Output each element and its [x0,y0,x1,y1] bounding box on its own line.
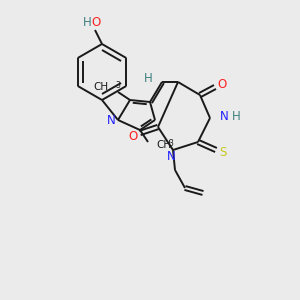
Text: 3: 3 [115,80,120,89]
Text: H: H [232,110,241,122]
Text: O: O [92,16,100,29]
Text: H: H [144,73,152,85]
Text: S: S [219,146,227,160]
Text: N: N [220,110,229,122]
Text: O: O [128,130,138,142]
Text: H: H [82,16,91,29]
Text: CH: CH [156,140,171,150]
Text: O: O [218,77,226,91]
Text: N: N [167,151,176,164]
Text: 3: 3 [168,139,173,148]
Text: CH: CH [93,82,108,92]
Text: N: N [106,113,116,127]
